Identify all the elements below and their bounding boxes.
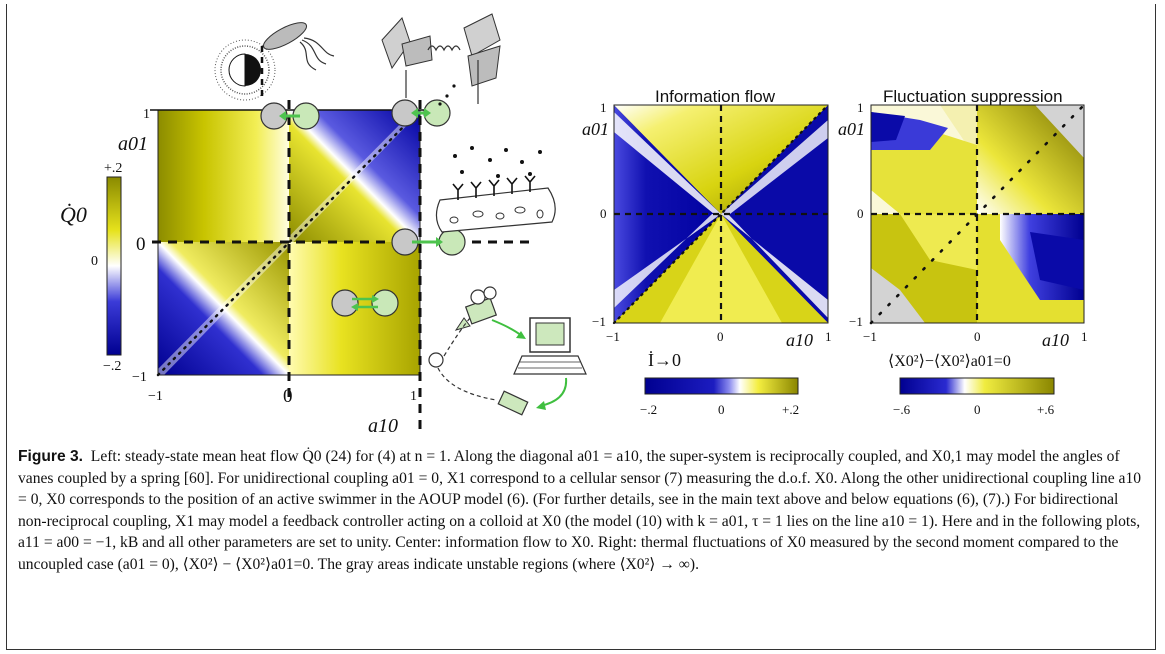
right-tick-y-mid: 0 [857,206,864,221]
right-axis-y-label: a01 [838,119,865,139]
figure-frame [6,4,1156,650]
coupling-diagram-bottom [331,289,399,317]
center-colorbar [644,377,799,395]
center-axis-y-label: a01 [582,119,609,139]
left-cbar-tick-mid: 0 [91,254,98,269]
center-cbar-tick-right: +.2 [782,402,799,417]
left-cbar-tick-bottom: −.2 [103,359,121,374]
left-tick-y-top: 1 [143,107,150,122]
center-tick-y-top: 1 [600,100,607,115]
left-tick-x-right: 1 [410,389,417,404]
right-tick-x-right: 1 [1081,329,1088,344]
left-axis-x-label: a10 [368,415,398,437]
right-colorbar [899,377,1055,395]
active-swimmer-illustration [214,22,335,101]
center-tick-x-mid: 0 [717,329,724,344]
dotted-diagonal [156,108,422,377]
left-heatmap [150,100,532,432]
left-tick-x-left: −1 [148,389,163,404]
right-axis-x-label: a10 [1042,330,1069,350]
right-cbar-tick-left: −.6 [893,402,911,417]
coupling-diagram-top-right [391,99,451,127]
caption-text: Left: steady-state mean heat flow Q̇0 (2… [18,448,1142,573]
right-cbar-tick-mid: 0 [974,402,981,417]
center-tick-x-right: 1 [825,329,832,344]
right-tick-y-bottom: −1 [849,314,863,329]
feedback-controller-illustration [428,286,587,416]
figure-3: 1 −1 −1 0 1 a01 a10 0 Q̇0 +.2 0 −.2 [60,13,1088,437]
left-zero-mark: 0 [136,234,146,255]
center-colorbar-label: İ→0 [648,350,681,370]
right-cbar-tick-right: +.6 [1037,402,1055,417]
right-tick-x-left: −1 [863,329,877,344]
center-axis-x-label: a10 [786,330,813,350]
left-colorbar-label: Q̇0 [60,202,87,227]
right-panel-title: Fluctuation suppression [883,87,1063,106]
coupling-diagram-top-left [260,102,320,130]
vanes-illustration [381,13,501,106]
center-cbar-tick-left: −.2 [640,402,657,417]
right-colorbar-label: ⟨X0²⟩−⟨X0²⟩a01=0 [888,353,1011,370]
center-heatmap [612,103,830,325]
center-tick-x-left: −1 [606,329,620,344]
left-axis-y-label: a01 [118,133,148,155]
center-panel-title: Information flow [655,87,776,106]
center-tick-y-bottom: −1 [592,314,606,329]
center-cbar-tick-mid: 0 [718,402,725,417]
right-tick-x-mid: 0 [974,329,981,344]
left-tick-x-mid: 0 [283,386,293,407]
left-cbar-tick-top: +.2 [104,161,122,176]
left-tick-y-bottom: −1 [132,370,147,385]
figure-caption: Figure 3. Left: steady-state mean heat f… [18,446,1142,575]
coupling-diagram-middle-right [391,228,466,256]
left-colorbar [106,176,122,356]
right-heatmap [869,103,1086,325]
right-tick-y-top: 1 [857,100,864,115]
caption-label: Figure 3. [18,448,83,465]
center-tick-y-mid: 0 [600,206,607,221]
cellular-sensor-illustration [435,146,556,233]
